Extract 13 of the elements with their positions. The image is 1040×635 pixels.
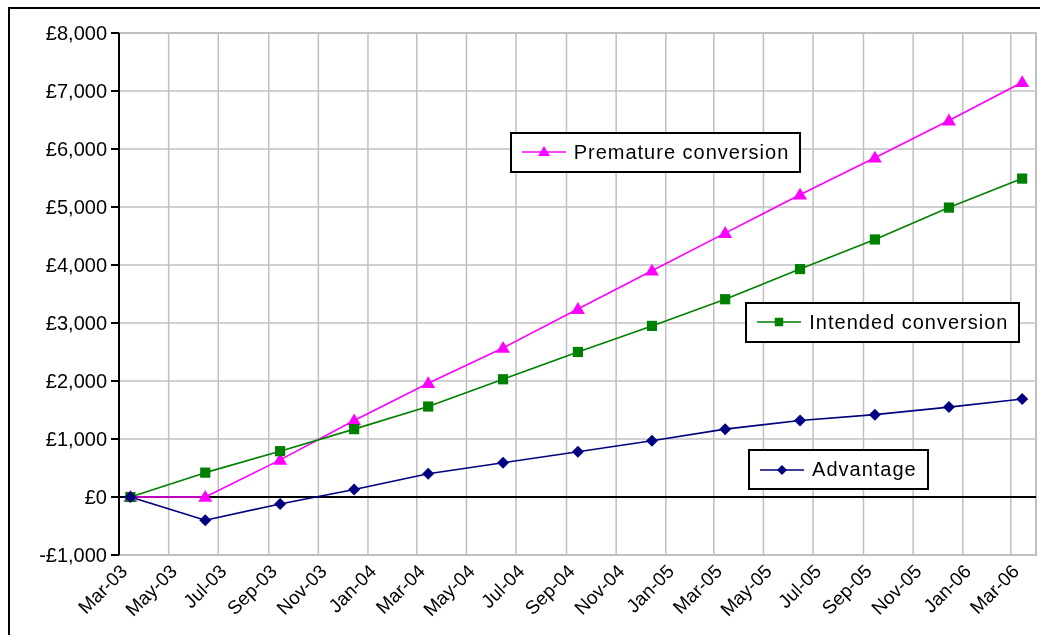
y-tick-label: £0 bbox=[84, 486, 107, 509]
y-tick-label: £8,000 bbox=[45, 22, 107, 45]
legend-label: Intended conversion bbox=[809, 310, 1009, 334]
y-tick-label: £1,000 bbox=[45, 428, 107, 451]
y-tick-label: £2,000 bbox=[45, 370, 107, 393]
legend-label: Advantage bbox=[812, 458, 917, 482]
y-tick-label: £6,000 bbox=[45, 138, 107, 161]
y-tick-label: £3,000 bbox=[45, 312, 107, 335]
y-tick-label: £4,000 bbox=[45, 254, 107, 277]
legend-label: Premature conversion bbox=[573, 140, 790, 164]
y-tick-label: £7,000 bbox=[45, 80, 107, 103]
y-tick-label: -£1,000 bbox=[39, 544, 107, 567]
y-tick-label: £5,000 bbox=[45, 196, 107, 219]
